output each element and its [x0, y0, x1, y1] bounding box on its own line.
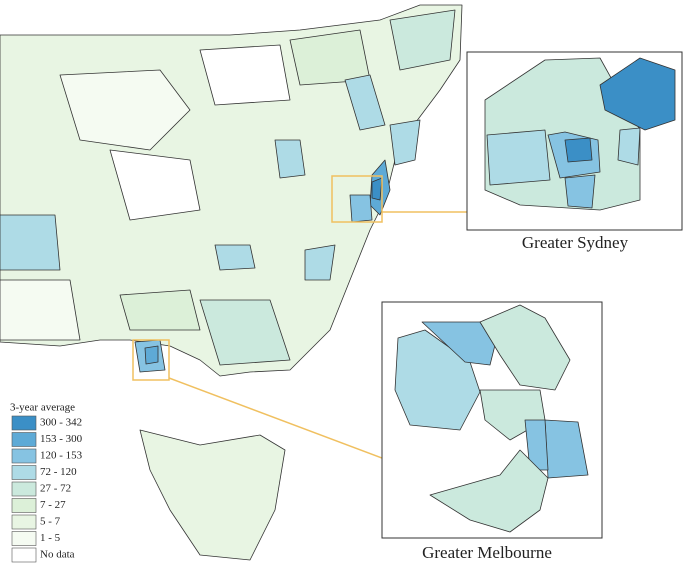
region: [599, 57, 676, 131]
region: [349, 194, 373, 223]
region: [0, 214, 61, 271]
legend: 3-year average 300 - 342 153 - 300 120 - 1…: [10, 402, 83, 563]
region: [109, 149, 201, 221]
region: [429, 449, 549, 533]
legend-swatch: [11, 498, 37, 513]
legend-swatch: [11, 448, 37, 464]
legend-swatch: [11, 465, 37, 480]
region: [119, 289, 201, 331]
legend-label: No data: [40, 549, 75, 561]
region: [389, 9, 456, 71]
legend-label: 300 - 342: [40, 417, 82, 429]
legend-label: 72 - 120: [40, 466, 77, 478]
legend-title: 3-year average: [10, 402, 75, 414]
region: [486, 129, 551, 186]
region: [214, 244, 256, 271]
region: [389, 119, 421, 166]
region: [59, 69, 191, 151]
tasmania: [139, 429, 286, 561]
region: [564, 137, 593, 163]
legend-swatch: [11, 547, 37, 563]
region: [344, 74, 386, 131]
legend-label: 5 - 7: [40, 516, 61, 528]
region: [199, 299, 291, 366]
legend-label: 153 - 300: [40, 433, 83, 445]
region: [524, 419, 549, 471]
legend-swatch: [11, 432, 37, 447]
inset-label: Greater Sydney: [522, 233, 629, 252]
legend-label: 7 - 27: [40, 499, 66, 511]
legend-label: 27 - 72: [40, 483, 71, 495]
melbourne-marker: [132, 339, 170, 381]
region: [0, 279, 81, 341]
main-map: [0, 4, 463, 381]
region: [274, 139, 306, 179]
region: [144, 345, 159, 365]
legend-swatch: [11, 481, 37, 497]
legend-swatch: [11, 531, 37, 546]
region: [564, 174, 596, 209]
region: [371, 177, 383, 201]
melbourne-inset: Greater Melbourne: [381, 301, 603, 562]
region: [479, 304, 571, 391]
inset-label: Greater Melbourne: [422, 543, 552, 562]
legend-swatch: [11, 514, 37, 530]
region: [617, 127, 641, 166]
legend-swatch: [11, 415, 37, 431]
region: [421, 321, 496, 366]
legend-label: 120 - 153: [40, 450, 83, 462]
region: [289, 29, 371, 86]
sydney-marker: [331, 175, 383, 223]
region: [199, 44, 291, 106]
connector: [168, 377, 383, 459]
region: [304, 244, 336, 281]
legend-label: 1 - 5: [40, 532, 61, 544]
sydney-inset: Greater Sydney: [466, 51, 683, 252]
